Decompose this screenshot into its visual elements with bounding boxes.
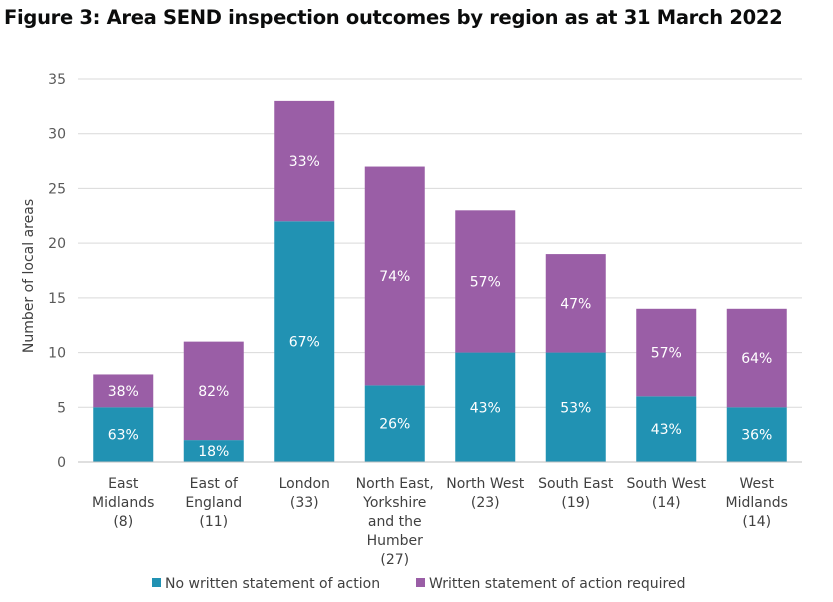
bar-written: [93, 374, 154, 408]
data-label-no-written: 36%: [741, 428, 772, 444]
x-category-label: (27): [380, 552, 409, 568]
bar-no-written: [183, 440, 244, 462]
data-label-no-written: 67%: [289, 335, 320, 351]
y-tick-label: 30: [48, 127, 66, 143]
x-category-label: North East,: [356, 476, 434, 492]
x-category-label: North West: [446, 476, 525, 492]
y-axis-ticks: 0 5 10 15 20 25 30 35: [48, 72, 66, 471]
bar-no-written: [636, 396, 697, 462]
x-category-label: (11): [199, 514, 228, 530]
x-category-label: Humber: [367, 533, 424, 549]
y-tick-label: 15: [48, 291, 66, 307]
x-category-label: East of: [190, 476, 239, 492]
y-tick-label: 20: [48, 236, 66, 252]
chart-title: Figure 3: Area SEND inspection outcomes …: [4, 6, 783, 29]
bar-written: [455, 210, 516, 353]
x-category-label: (23): [471, 495, 500, 511]
y-axis-label: Number of local areas: [21, 199, 37, 353]
bar-written: [364, 166, 425, 386]
data-label-no-written: 43%: [470, 400, 501, 416]
x-category-label: South East: [538, 476, 614, 492]
data-label-written: 64%: [741, 351, 772, 367]
bar-written: [545, 254, 606, 353]
data-label-no-written: 53%: [560, 400, 591, 416]
data-label-no-written: 63%: [108, 428, 139, 444]
bar-no-written: [93, 407, 154, 462]
data-label-no-written: 26%: [379, 417, 410, 433]
x-category-label: Midlands: [92, 495, 154, 511]
data-label-written: 57%: [651, 346, 682, 362]
bar-no-written: [455, 352, 516, 462]
data-label-written: 74%: [379, 269, 410, 285]
x-category-label: Midlands: [726, 495, 788, 511]
x-category-label: England: [185, 495, 242, 511]
data-label-no-written: 43%: [651, 422, 682, 438]
legend-swatch-written: [416, 578, 425, 587]
bar-written: [274, 100, 335, 222]
x-category-label: (14): [652, 495, 681, 511]
bar-written: [183, 341, 244, 441]
x-category-label: (8): [113, 514, 133, 530]
data-label-no-written: 18%: [198, 444, 229, 460]
x-category-label: East: [108, 476, 139, 492]
y-tick-label: 10: [48, 346, 66, 362]
data-label-written: 47%: [560, 296, 591, 312]
y-tick-label: 0: [57, 455, 66, 471]
bar-written: [636, 308, 697, 397]
bar-no-written: [274, 221, 335, 462]
bars: 63% 38% 18% 82% 67% 33% 26% 74% 43% 57% 53% 47% 43% 5…: [93, 100, 787, 462]
bar-written: [726, 308, 787, 408]
data-label-written: 82%: [198, 384, 229, 400]
x-category-label: Yorkshire: [362, 495, 426, 511]
bar-no-written: [726, 407, 787, 462]
legend: No written statement of action Written s…: [152, 576, 685, 592]
x-category-label: West: [740, 476, 775, 492]
x-category-label: South West: [626, 476, 706, 492]
data-label-written: 33%: [289, 154, 320, 170]
data-label-written: 57%: [470, 274, 501, 290]
x-category-label: and the: [368, 514, 422, 530]
y-tick-label: 35: [48, 72, 66, 88]
x-category-label: (33): [290, 495, 319, 511]
bar-no-written: [364, 385, 425, 462]
x-category-label: (19): [561, 495, 590, 511]
y-tick-label: 5: [57, 400, 66, 416]
x-category-label: London: [279, 476, 330, 492]
y-tick-label: 25: [48, 181, 66, 197]
legend-label-no-written[interactable]: No written statement of action: [165, 576, 380, 592]
bar-no-written: [545, 352, 606, 462]
legend-swatch-no-written: [152, 578, 161, 587]
legend-label-written[interactable]: Written statement of action required: [429, 576, 685, 592]
x-axis-categories: East Midlands (8) East of England (11) London (…: [92, 476, 788, 568]
x-category-label: (14): [742, 514, 771, 530]
data-label-written: 38%: [108, 384, 139, 400]
